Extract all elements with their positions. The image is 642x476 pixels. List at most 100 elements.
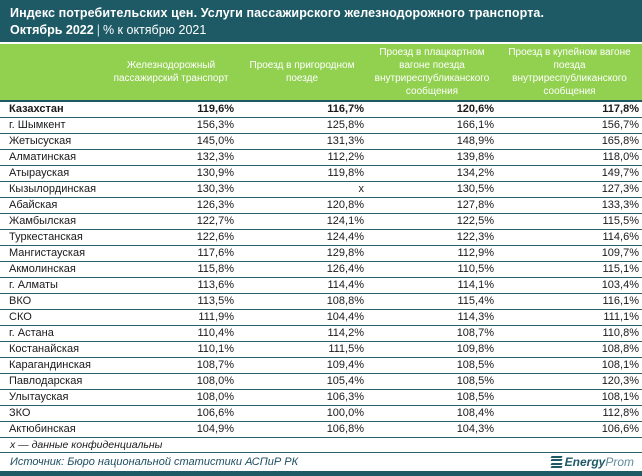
region-cell: Жетысуская bbox=[0, 133, 105, 150]
value-cell: 118,0% bbox=[497, 149, 642, 166]
region-cell: Акмолинская bbox=[0, 261, 105, 278]
value-cell: 108,5% bbox=[367, 373, 497, 390]
region-cell: Жамбылская bbox=[0, 213, 105, 230]
cpi-table: Железнодорожный пассажирский транспорт Пр… bbox=[0, 44, 642, 438]
subtitle-period: Октябрь 2022 bbox=[10, 23, 94, 37]
value-cell: 156,3% bbox=[105, 117, 237, 134]
region-cell: Абайская bbox=[0, 197, 105, 214]
value-cell: 104,4% bbox=[237, 309, 367, 326]
region-cell: г. Астана bbox=[0, 325, 105, 342]
value-cell: 113,6% bbox=[105, 277, 237, 294]
table-row: Жамбылская 122,7% 124,1% 122,5% 115,5% bbox=[0, 213, 642, 230]
table-row: Акмолинская 115,8% 126,4% 110,5% 115,1% bbox=[0, 261, 642, 278]
region-cell: ВКО bbox=[0, 293, 105, 310]
region-cell: г. Алматы bbox=[0, 277, 105, 294]
table-row: Алматинская 132,3% 112,2% 139,8% 118,0% bbox=[0, 149, 642, 166]
table-row: Кызылординская 130,3% х 130,5% 127,3% bbox=[0, 181, 642, 198]
value-cell: 117,8% bbox=[497, 101, 642, 118]
region-cell: Актюбинская bbox=[0, 421, 105, 438]
value-cell: 114,2% bbox=[237, 325, 367, 342]
value-cell: 119,8% bbox=[237, 165, 367, 182]
value-cell: 105,4% bbox=[237, 373, 367, 390]
table-row: ЗКО 106,6% 100,0% 108,4% 112,8% bbox=[0, 405, 642, 422]
value-cell: 108,1% bbox=[497, 357, 642, 374]
value-cell: 106,3% bbox=[237, 389, 367, 406]
value-cell: х bbox=[237, 181, 367, 198]
table-row: Улытауская 108,0% 106,3% 108,5% 108,1% bbox=[0, 389, 642, 406]
table-row: Актюбинская 104,9% 106,8% 104,3% 106,6% bbox=[0, 421, 642, 438]
subtitle-comparison: % к октябрю 2021 bbox=[102, 23, 207, 37]
energyprom-logo-text: EnergyProm bbox=[564, 455, 634, 469]
value-cell: 100,0% bbox=[237, 405, 367, 422]
title-band: Индекс потребительских цен. Услуги пасса… bbox=[0, 0, 642, 42]
value-cell: 114,6% bbox=[497, 229, 642, 246]
value-cell: 113,5% bbox=[105, 293, 237, 310]
title-table-divider bbox=[0, 42, 642, 44]
column-header-region bbox=[0, 44, 105, 102]
table-body: Казахстан 119,6% 116,7% 120,6% 117,8% г. Шымк… bbox=[0, 101, 642, 438]
value-cell: 166,1% bbox=[367, 117, 497, 134]
value-cell: 106,6% bbox=[105, 405, 237, 422]
value-cell: 110,1% bbox=[105, 341, 237, 358]
value-cell: 115,1% bbox=[497, 261, 642, 278]
table-row: г. Астана 110,4% 114,2% 108,7% 110,8% bbox=[0, 325, 642, 342]
table-header: Железнодорожный пассажирский транспорт Пр… bbox=[0, 44, 642, 102]
value-cell: 122,3% bbox=[367, 229, 497, 246]
region-cell: г. Шымкент bbox=[0, 117, 105, 134]
value-cell: 114,4% bbox=[237, 277, 367, 294]
subtitle-separator: | bbox=[96, 23, 100, 37]
value-cell: 117,6% bbox=[105, 245, 237, 262]
value-cell: 109,8% bbox=[367, 341, 497, 358]
table-row: Абайская 126,3% 120,8% 127,8% 133,3% bbox=[0, 197, 642, 214]
value-cell: 130,3% bbox=[105, 181, 237, 198]
value-cell: 108,5% bbox=[367, 357, 497, 374]
table-row: г. Шымкент 156,3% 125,8% 166,1% 156,7% bbox=[0, 117, 642, 134]
region-cell: Костанайская bbox=[0, 341, 105, 358]
value-cell: 120,3% bbox=[497, 373, 642, 390]
table-row: Костанайская 110,1% 111,5% 109,8% 108,8% bbox=[0, 341, 642, 358]
column-header: Проезд в купейном вагоне поезда внутрире… bbox=[497, 44, 642, 102]
region-cell: Кызылординская bbox=[0, 181, 105, 198]
region-cell: Казахстан bbox=[0, 101, 105, 118]
value-cell: 111,5% bbox=[237, 341, 367, 358]
table-row: Туркестанская 122,6% 124,4% 122,3% 114,6% bbox=[0, 229, 642, 246]
region-cell: Алматинская bbox=[0, 149, 105, 166]
value-cell: 103,4% bbox=[497, 277, 642, 294]
table-header-row: Железнодорожный пассажирский транспорт Пр… bbox=[0, 44, 642, 102]
energyprom-logo: EnergyProm bbox=[550, 455, 634, 469]
table-row: Мангистауская 117,6% 129,8% 112,9% 109,7% bbox=[0, 245, 642, 262]
value-cell: 132,3% bbox=[105, 149, 237, 166]
table-row: г. Алматы 113,6% 114,4% 114,1% 103,4% bbox=[0, 277, 642, 294]
value-cell: 112,9% bbox=[367, 245, 497, 262]
region-cell: Павлодарская bbox=[0, 373, 105, 390]
region-cell: Карагандинская bbox=[0, 357, 105, 374]
value-cell: 108,8% bbox=[237, 293, 367, 310]
value-cell: 112,8% bbox=[497, 405, 642, 422]
value-cell: 108,7% bbox=[367, 325, 497, 342]
region-cell: ЗКО bbox=[0, 405, 105, 422]
source-row: Источник: Бюро национальной статистики А… bbox=[0, 453, 642, 471]
value-cell: 114,3% bbox=[367, 309, 497, 326]
value-cell: 130,5% bbox=[367, 181, 497, 198]
value-cell: 119,6% bbox=[105, 101, 237, 118]
table-row: Павлодарская 108,0% 105,4% 108,5% 120,3% bbox=[0, 373, 642, 390]
value-cell: 133,3% bbox=[497, 197, 642, 214]
value-cell: 108,0% bbox=[105, 373, 237, 390]
page-title: Индекс потребительских цен. Услуги пасса… bbox=[10, 6, 545, 20]
value-cell: 111,9% bbox=[105, 309, 237, 326]
value-cell: 110,8% bbox=[497, 325, 642, 342]
column-header: Проезд в плацкартном вагоне поезда внутр… bbox=[367, 44, 497, 102]
table-row: Карагандинская 108,7% 109,4% 108,5% 108,1% bbox=[0, 357, 642, 374]
value-cell: 108,5% bbox=[367, 389, 497, 406]
value-cell: 149,7% bbox=[497, 165, 642, 182]
value-cell: 120,6% bbox=[367, 101, 497, 118]
value-cell: 104,3% bbox=[367, 421, 497, 438]
confidential-footnote: х — данные конфиденциальны bbox=[0, 438, 642, 453]
value-cell: 115,8% bbox=[105, 261, 237, 278]
value-cell: 129,8% bbox=[237, 245, 367, 262]
value-cell: 125,8% bbox=[237, 117, 367, 134]
value-cell: 115,4% bbox=[367, 293, 497, 310]
region-cell: Мангистауская bbox=[0, 245, 105, 262]
value-cell: 114,1% bbox=[367, 277, 497, 294]
